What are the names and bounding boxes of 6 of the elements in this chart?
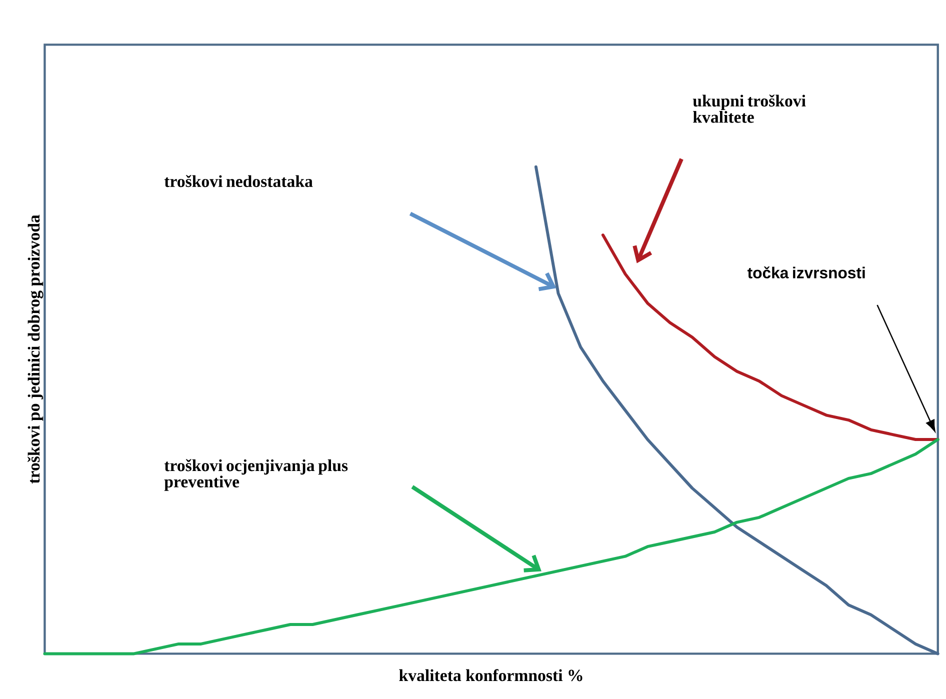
annotation: troškovi nedostataka: [164, 174, 313, 187]
annotation: troškovi ocjenjivanja plus preventive: [164, 458, 348, 491]
x-axis-title: kvaliteta konformnosti %: [399, 668, 582, 681]
annotation: točka izvrsnosti: [747, 266, 865, 278]
text: ukupni troškovi kvalitete: [692, 94, 806, 123]
y-axis-title: troškovi po jedinici dobrog proizvoda: [28, 214, 44, 484]
